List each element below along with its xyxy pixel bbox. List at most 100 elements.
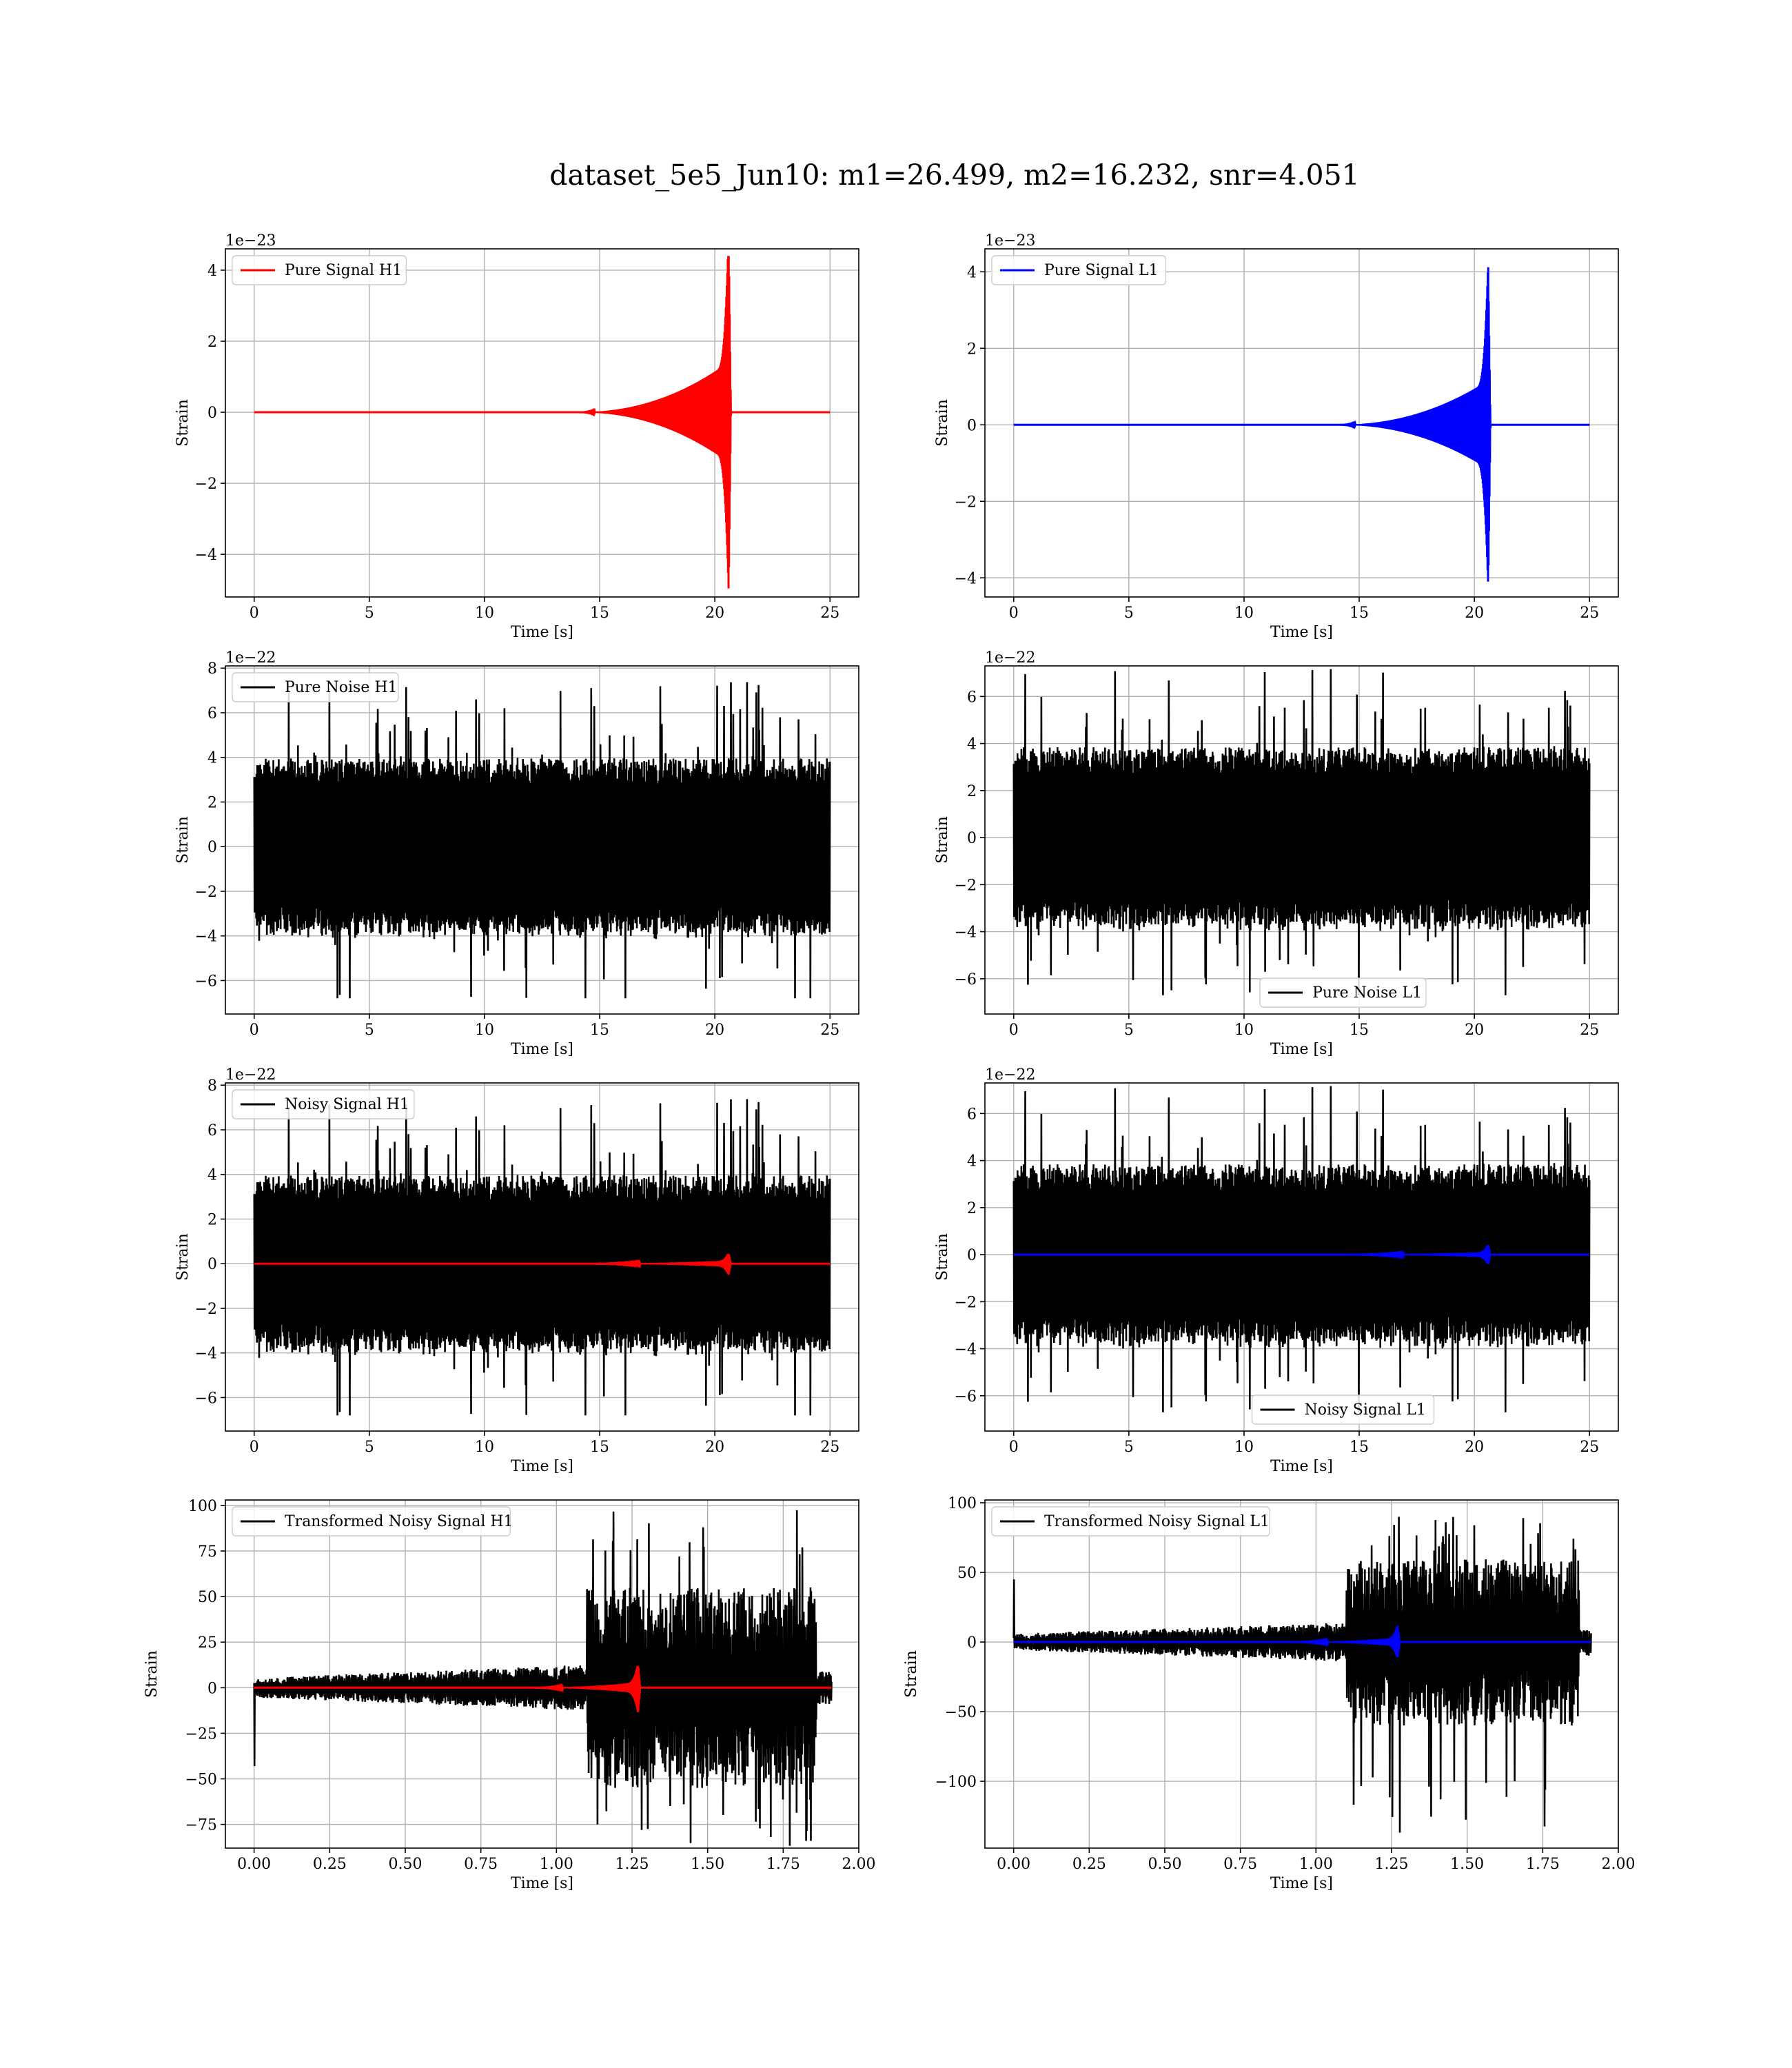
- x-tick-label: 10: [475, 1439, 494, 1456]
- y-tick-label: −4: [955, 1341, 977, 1359]
- series-line: [254, 1253, 831, 1275]
- axes-frame: [984, 1499, 1619, 1849]
- x-tick-label: 20: [1465, 605, 1484, 622]
- y-offset-label: 1e−22: [985, 1066, 1035, 1084]
- x-tick-label: 15: [1350, 1022, 1369, 1039]
- x-axis-label: Time [s]: [511, 1875, 573, 1892]
- y-tick-label: −4: [955, 570, 977, 587]
- y-tick-label: 2: [967, 341, 977, 358]
- y-tick-label: 0: [207, 405, 217, 422]
- x-tick-label: 0.25: [1072, 1856, 1106, 1873]
- series-group: [1012, 1086, 1591, 1412]
- legend-label: Pure Noise L1: [1312, 984, 1422, 1002]
- y-tick-label: −4: [195, 1346, 217, 1363]
- y-tick-label: 0: [207, 839, 217, 856]
- y-tick-label: −2: [955, 1294, 977, 1311]
- x-tick-label: 0: [1009, 1439, 1019, 1456]
- x-tick-label: 15: [1350, 1439, 1369, 1456]
- x-tick-label: 0.25: [313, 1856, 347, 1873]
- y-axis-label: Strain: [934, 816, 951, 864]
- chart-panel-row2-left: 0 5 10 15 20 25 −6 −4 −2 0 2 4 6 8 1e−22 Time [s] Strain…: [174, 649, 859, 1058]
- legend-frame: [991, 255, 1167, 285]
- y-tick-label: −4: [195, 929, 217, 946]
- x-tick-label: 5: [365, 1022, 374, 1039]
- x-tick-label: 20: [1465, 1439, 1484, 1456]
- y-offset-label: 1e−23: [225, 232, 276, 250]
- series-group: [1012, 669, 1591, 995]
- series-group: [253, 1510, 833, 1846]
- y-tick-label: 0: [207, 1256, 217, 1273]
- y-tick-label: −6: [195, 1390, 217, 1407]
- y-offset-label: 1e−23: [985, 232, 1035, 250]
- series-group: [1012, 1517, 1592, 1833]
- y-tick-label: 4: [967, 1153, 977, 1170]
- legend-frame: [991, 1506, 1270, 1537]
- legend-frame: [232, 255, 407, 285]
- y-tick-label: 0: [207, 1680, 217, 1697]
- x-tick-label: 0.00: [997, 1856, 1030, 1873]
- y-tick-label: −4: [195, 547, 217, 564]
- x-tick-label: 1.00: [540, 1856, 573, 1873]
- series-group: [1013, 267, 1590, 582]
- axes-frame: [984, 248, 1619, 598]
- y-tick-label: −6: [195, 973, 217, 990]
- y-tick-label: 100: [948, 1495, 977, 1512]
- y-tick-label: 4: [967, 736, 977, 753]
- y-axis-label: Strain: [174, 399, 192, 447]
- y-tick-label: 8: [207, 1077, 217, 1095]
- y-tick-label: −2: [955, 877, 977, 894]
- series-line: [1012, 1086, 1591, 1412]
- series-line: [253, 1510, 833, 1846]
- x-tick-label: 25: [1580, 605, 1599, 622]
- y-tick-label: 50: [198, 1589, 217, 1606]
- chart-panel-row2-right: 0 5 10 15 20 25 −6 −4 −2 0 2 4 6 1e−22 Time [s] Strain P…: [934, 649, 1619, 1058]
- x-tick-label: 20: [705, 605, 724, 622]
- x-tick-label: 0.50: [1148, 1856, 1182, 1873]
- y-axis-label: Strain: [174, 1233, 192, 1281]
- y-tick-label: −2: [195, 476, 217, 493]
- series-line: [1012, 669, 1591, 995]
- y-tick-label: 4: [207, 750, 217, 767]
- series-group: [254, 256, 831, 589]
- series-line: [1012, 1517, 1592, 1833]
- legend: Pure Signal H1: [232, 255, 407, 285]
- x-tick-label: 15: [590, 1022, 609, 1039]
- y-tick-label: −75: [185, 1817, 217, 1834]
- legend: Transformed Noisy Signal H1: [232, 1506, 513, 1537]
- legend: Transformed Noisy Signal L1: [991, 1506, 1270, 1537]
- x-tick-label: 1.75: [766, 1856, 800, 1873]
- x-tick-label: 0.50: [389, 1856, 422, 1873]
- x-tick-label: 25: [820, 1022, 839, 1039]
- x-tick-label: 0.75: [464, 1856, 498, 1873]
- series-group: [253, 682, 831, 999]
- legend-label: Noisy Signal H1: [285, 1096, 409, 1113]
- x-axis-label: Time [s]: [1270, 624, 1333, 641]
- y-tick-label: 2: [967, 1200, 977, 1217]
- chart-panel-row3-left: 0 5 10 15 20 25 −6 −4 −2 0 2 4 6 8 1e−22 Time [s] Strain…: [174, 1066, 859, 1475]
- y-tick-label: −2: [195, 884, 217, 901]
- x-tick-label: 5: [1124, 1439, 1134, 1456]
- x-tick-label: 25: [820, 1439, 839, 1456]
- legend: Pure Noise H1: [232, 672, 399, 702]
- x-tick-label: 5: [1124, 605, 1134, 622]
- y-tick-label: 0: [967, 1634, 977, 1652]
- chart-panel-row3-right: 0 5 10 15 20 25 −6 −4 −2 0 2 4 6 1e−22 Time [s] Strain N…: [934, 1066, 1619, 1475]
- x-tick-label: 0.75: [1223, 1856, 1257, 1873]
- y-tick-label: 4: [207, 263, 217, 280]
- x-tick-label: 10: [1234, 605, 1254, 622]
- x-tick-label: 20: [1465, 1022, 1484, 1039]
- x-tick-label: 0: [250, 1439, 259, 1456]
- x-tick-label: 1.25: [1375, 1856, 1409, 1873]
- y-tick-label: −4: [955, 924, 977, 942]
- x-tick-label: 0: [1009, 605, 1019, 622]
- legend-frame: [232, 1089, 415, 1119]
- y-offset-label: 1e−22: [985, 649, 1035, 667]
- x-tick-label: 15: [590, 1439, 609, 1456]
- legend-frame: [1251, 1395, 1435, 1425]
- x-tick-label: 10: [475, 1022, 494, 1039]
- axes-frame: [225, 1499, 859, 1849]
- x-tick-label: 25: [820, 605, 839, 622]
- legend-label: Pure Signal H1: [285, 262, 402, 279]
- x-tick-label: 0: [1009, 1022, 1019, 1039]
